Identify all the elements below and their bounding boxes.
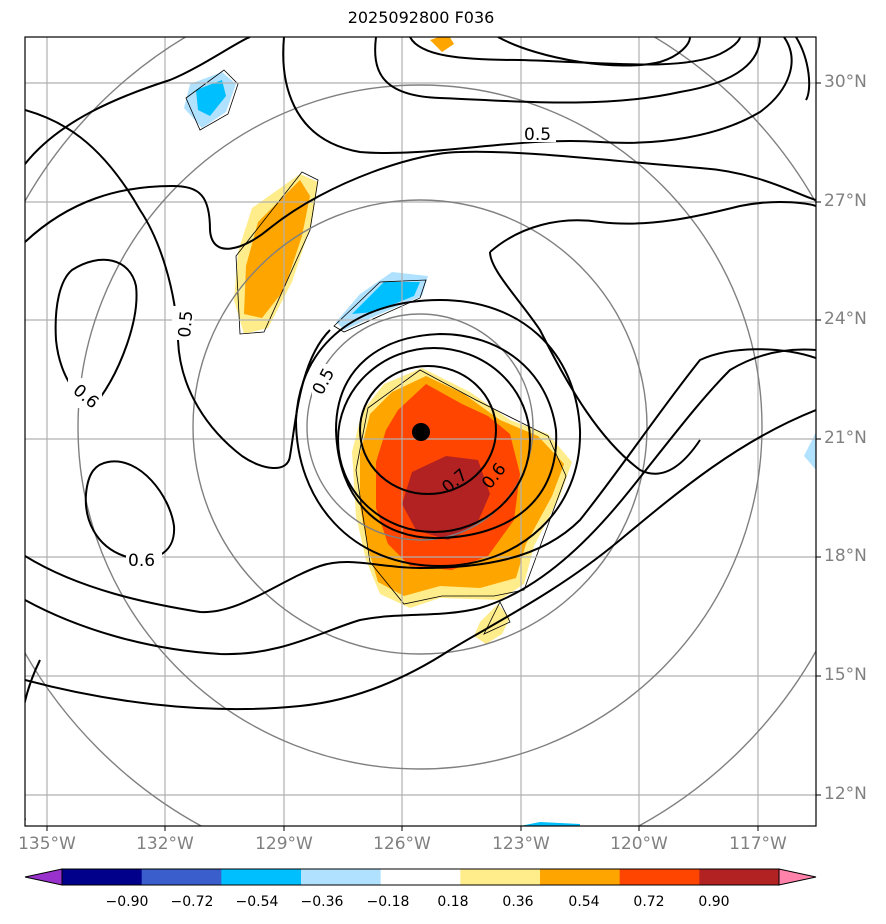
shaded-field [184,37,816,826]
lat-label: 12°N [824,784,867,804]
lon-label: 117°W [729,834,787,854]
lat-label: 27°N [824,191,867,211]
lat-label: 30°N [824,72,867,92]
colorbar-segment [62,869,143,885]
contour-label: 0.5 [175,310,197,339]
colorbar-tick-label: 0.18 [437,894,469,910]
colorbar-tick-label: 0.90 [698,894,730,910]
colorbar-tick-label: 0.54 [568,894,600,910]
shading-outlines [185,69,567,635]
colorbar-segment [540,869,621,885]
colorbar-segment [301,869,382,885]
colorbar-segment [699,869,780,885]
colorbar-tick-label: −0.90 [105,894,149,910]
colorbar-tick-label: 0.72 [633,894,665,910]
colorbar-tick-label: −0.36 [300,894,344,910]
colorbar-segment [619,869,700,885]
lat-label: 21°N [824,428,867,448]
colorbar-tick-label: 0.36 [502,894,534,910]
lat-label: 24°N [824,309,867,329]
lon-label: 120°W [610,834,668,854]
lat-label: 15°N [824,665,867,685]
colorbar-segment [380,869,461,885]
colorbar-tick-label: −0.18 [366,894,410,910]
lon-label: 123°W [492,834,550,854]
colorbar-segment [141,869,222,885]
colorbar-segment [460,869,541,885]
colorbar-segment [221,869,302,885]
lon-label: 132°W [136,834,194,854]
lon-label: 129°W [255,834,313,854]
storm-center-marker [412,423,430,441]
lon-label: 126°W [373,834,431,854]
tick-marks [46,82,821,831]
colorbar-tick-label: −0.54 [235,894,279,910]
contour-label: 0.5 [524,125,551,145]
range-rings [25,37,816,826]
lat-label: 18°N [824,546,867,566]
lon-label: 135°W [18,834,76,854]
colorbar [24,868,817,886]
map-frame [24,36,817,827]
map-title: 2025092800 F036 [347,8,495,27]
colorbar-tick-label: −0.72 [170,894,214,910]
contour-label: 0.6 [128,551,155,571]
contour-lines [25,37,816,820]
